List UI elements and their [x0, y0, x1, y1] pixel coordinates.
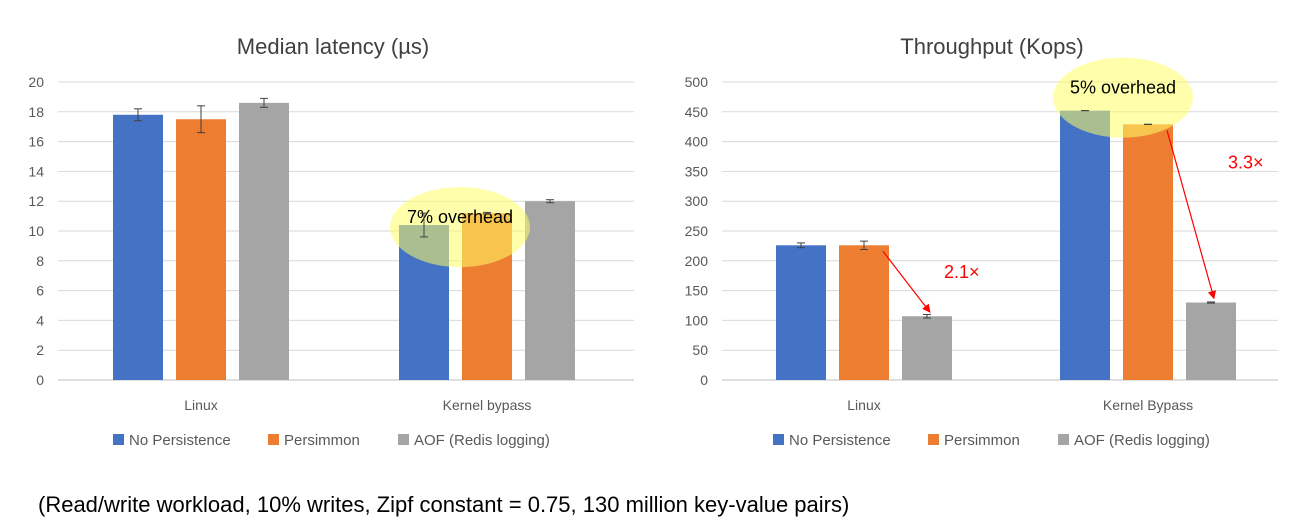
chart2-ratio-arrow [1166, 130, 1217, 300]
chart2-ratio-label: 3.3× [1228, 152, 1264, 172]
chart1-legend-swatch [398, 434, 409, 445]
chart1-y-tick-label: 8 [36, 253, 44, 269]
chart1-y-tick-label: 20 [28, 74, 44, 90]
chart2-y-tick-label: 200 [685, 253, 709, 269]
chart2-y-tick-label: 150 [685, 283, 709, 299]
chart1-y-tick-label: 10 [28, 223, 44, 239]
chart2-x-tick-label: Linux [847, 397, 880, 413]
chart2-legend-swatch [773, 434, 784, 445]
chart1-y-tick-label: 2 [36, 342, 44, 358]
chart2-legend-swatch [928, 434, 939, 445]
chart1-legend-label: No Persistence [129, 432, 231, 449]
chart2-y-tick-label: 400 [685, 134, 709, 150]
chart2-bar-no-persistence-1 [776, 245, 826, 380]
chart2-x-tick-label: Kernel Bypass [1103, 397, 1193, 413]
chart1-highlight-ellipse [390, 187, 530, 268]
chart2-y-tick-label: 0 [700, 372, 708, 388]
chart2-y-tick-label: 50 [692, 342, 708, 358]
chart1-y-tick-label: 18 [28, 104, 44, 120]
chart2-highlight-ellipse [1053, 57, 1193, 138]
chart1-legend-swatch [268, 434, 279, 445]
chart2-bar-persimmon-2 [1123, 124, 1173, 380]
chart2-y-tick-label: 100 [685, 312, 709, 328]
chart2-y-tick-label: 500 [685, 74, 709, 90]
chart1-x-tick-label: Linux [184, 397, 217, 413]
chart2-highlight-label: 5% overhead [1070, 78, 1176, 98]
chart2-legend-swatch [1058, 434, 1069, 445]
chart1-title: Median latency (µs) [237, 34, 429, 59]
chart1-y-tick-label: 0 [36, 372, 44, 388]
charts-canvas: Median latency (µs) 0 2 4 6 8 10 12 14 16 18 20 Linu… [28, 34, 1278, 449]
chart1-bar-no-persistence-1 [113, 114, 163, 380]
chart2-legend-label: No Persistence [789, 432, 891, 449]
chart2-bar-no-persistence-2 [1060, 110, 1110, 380]
chart2-bar-aof-redis-logging--2 [1186, 302, 1236, 380]
chart1-legend-swatch [113, 434, 124, 445]
chart2-ratio-arrow [882, 250, 931, 313]
chart1-y-tick-label: 4 [36, 312, 44, 328]
chart1-highlight-label: 7% overhead [407, 207, 513, 227]
chart2-legend-label: Persimmon [944, 432, 1020, 449]
chart1-y-tick-label: 6 [36, 283, 44, 299]
chart2-y-tick-label: 300 [685, 193, 709, 209]
chart2-bar-aof-redis-logging--1 [902, 316, 952, 380]
chart1-x-tick-label: Kernel bypass [443, 397, 532, 413]
chart1-y-tick-label: 14 [28, 163, 44, 179]
chart1-legend-label: Persimmon [284, 432, 360, 449]
chart1-y-tick-label: 12 [28, 193, 44, 209]
chart2-bar-persimmon-1 [839, 245, 889, 380]
chart1-bar-persimmon-1 [176, 119, 226, 380]
chart2-y-tick-label: 450 [685, 104, 709, 120]
chart2-title: Throughput (Kops) [900, 34, 1083, 59]
chart1-y-tick-label: 16 [28, 134, 44, 150]
chart1-bar-aof-redis-logging--1 [239, 102, 289, 381]
workload-caption: (Read/write workload, 10% writes, Zipf c… [38, 492, 850, 517]
chart2-ratio-label: 2.1× [944, 262, 980, 282]
chart1-bar-aof-redis-logging--2 [525, 201, 575, 380]
chart2-y-tick-label: 250 [685, 223, 709, 239]
chart1-legend-label: AOF (Redis logging) [414, 432, 550, 449]
chart2-legend-label: AOF (Redis logging) [1074, 432, 1210, 449]
chart2-y-tick-label: 350 [685, 163, 709, 179]
